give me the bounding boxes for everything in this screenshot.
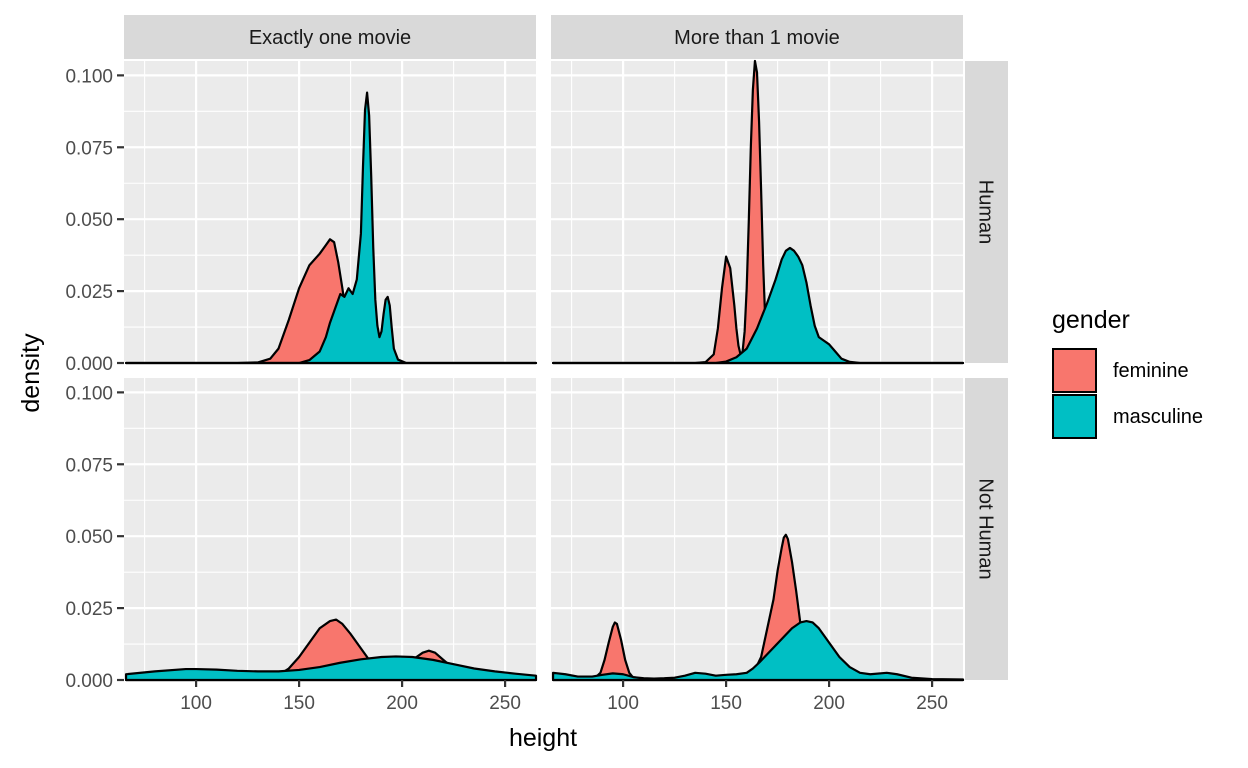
legend-label: feminine — [1113, 360, 1189, 382]
legend-item-masculine: masculine — [1052, 394, 1203, 439]
legend-title: gender — [1052, 306, 1130, 334]
facet-col-label: More than 1 movie — [674, 27, 840, 49]
legend-key — [1052, 394, 1097, 439]
strip-background — [124, 15, 536, 59]
x-tick-label: 100 — [180, 693, 212, 714]
x-tick-label: 250 — [489, 693, 521, 714]
facet-panels — [124, 59, 965, 682]
y-tick-label: 0.025 — [65, 599, 113, 620]
legend: gender feminine masculine — [1052, 306, 1203, 439]
facet-row-label: Human — [975, 180, 997, 244]
y-tick-label: 0.075 — [65, 138, 113, 159]
legend-label: masculine — [1113, 406, 1203, 428]
y-tick-label: 0.100 — [65, 383, 113, 404]
y-tick-label: 0.075 — [65, 455, 113, 476]
x-axis-title: height — [509, 724, 577, 752]
facet-strip-col-0: Exactly one movie — [124, 15, 536, 59]
facet-strips: Exactly one movie More than 1 movie Human N… — [124, 15, 1008, 680]
y-tick-label: 0.000 — [65, 671, 113, 692]
y-tick-label: 0.000 — [65, 354, 113, 375]
facet-strip-col-1: More than 1 movie — [551, 15, 963, 59]
facet-strip-row-1: Not Human — [965, 378, 1008, 680]
panel-1-1 — [551, 378, 965, 682]
y-tick-label: 0.050 — [65, 210, 113, 231]
x-tick-label: 150 — [283, 693, 315, 714]
y-tick-label: 0.025 — [65, 282, 113, 303]
facet-col-label: Exactly one movie — [249, 27, 411, 49]
x-tick-label: 150 — [710, 693, 742, 714]
facet-row-label: Not Human — [975, 478, 997, 579]
density-area-masculine — [124, 655, 538, 682]
x-tick-label: 100 — [607, 693, 639, 714]
x-tick-label: 250 — [916, 693, 948, 714]
x-tick-label: 200 — [386, 693, 418, 714]
strip-background — [965, 61, 1008, 363]
y-axis-title: density — [17, 333, 45, 413]
axes: 0.000 0.025 0.050 0.075 0.100 0.000 0.025 0.050… — [65, 66, 947, 714]
legend-key — [1052, 348, 1097, 393]
strip-background — [965, 378, 1008, 680]
y-tick-label: 0.100 — [65, 66, 113, 87]
y-tick-label: 0.050 — [65, 527, 113, 548]
facet-strip-row-0: Human — [965, 61, 1008, 363]
density-area-masculine — [551, 246, 965, 365]
x-tick-label: 200 — [813, 693, 845, 714]
panel-1-0 — [124, 378, 538, 682]
panel-0-0 — [124, 61, 538, 365]
strip-background — [551, 15, 963, 59]
legend-item-feminine: feminine — [1052, 348, 1189, 393]
density-area-masculine — [124, 91, 538, 365]
density-area-masculine — [551, 619, 965, 682]
panel-0-1 — [551, 59, 965, 365]
